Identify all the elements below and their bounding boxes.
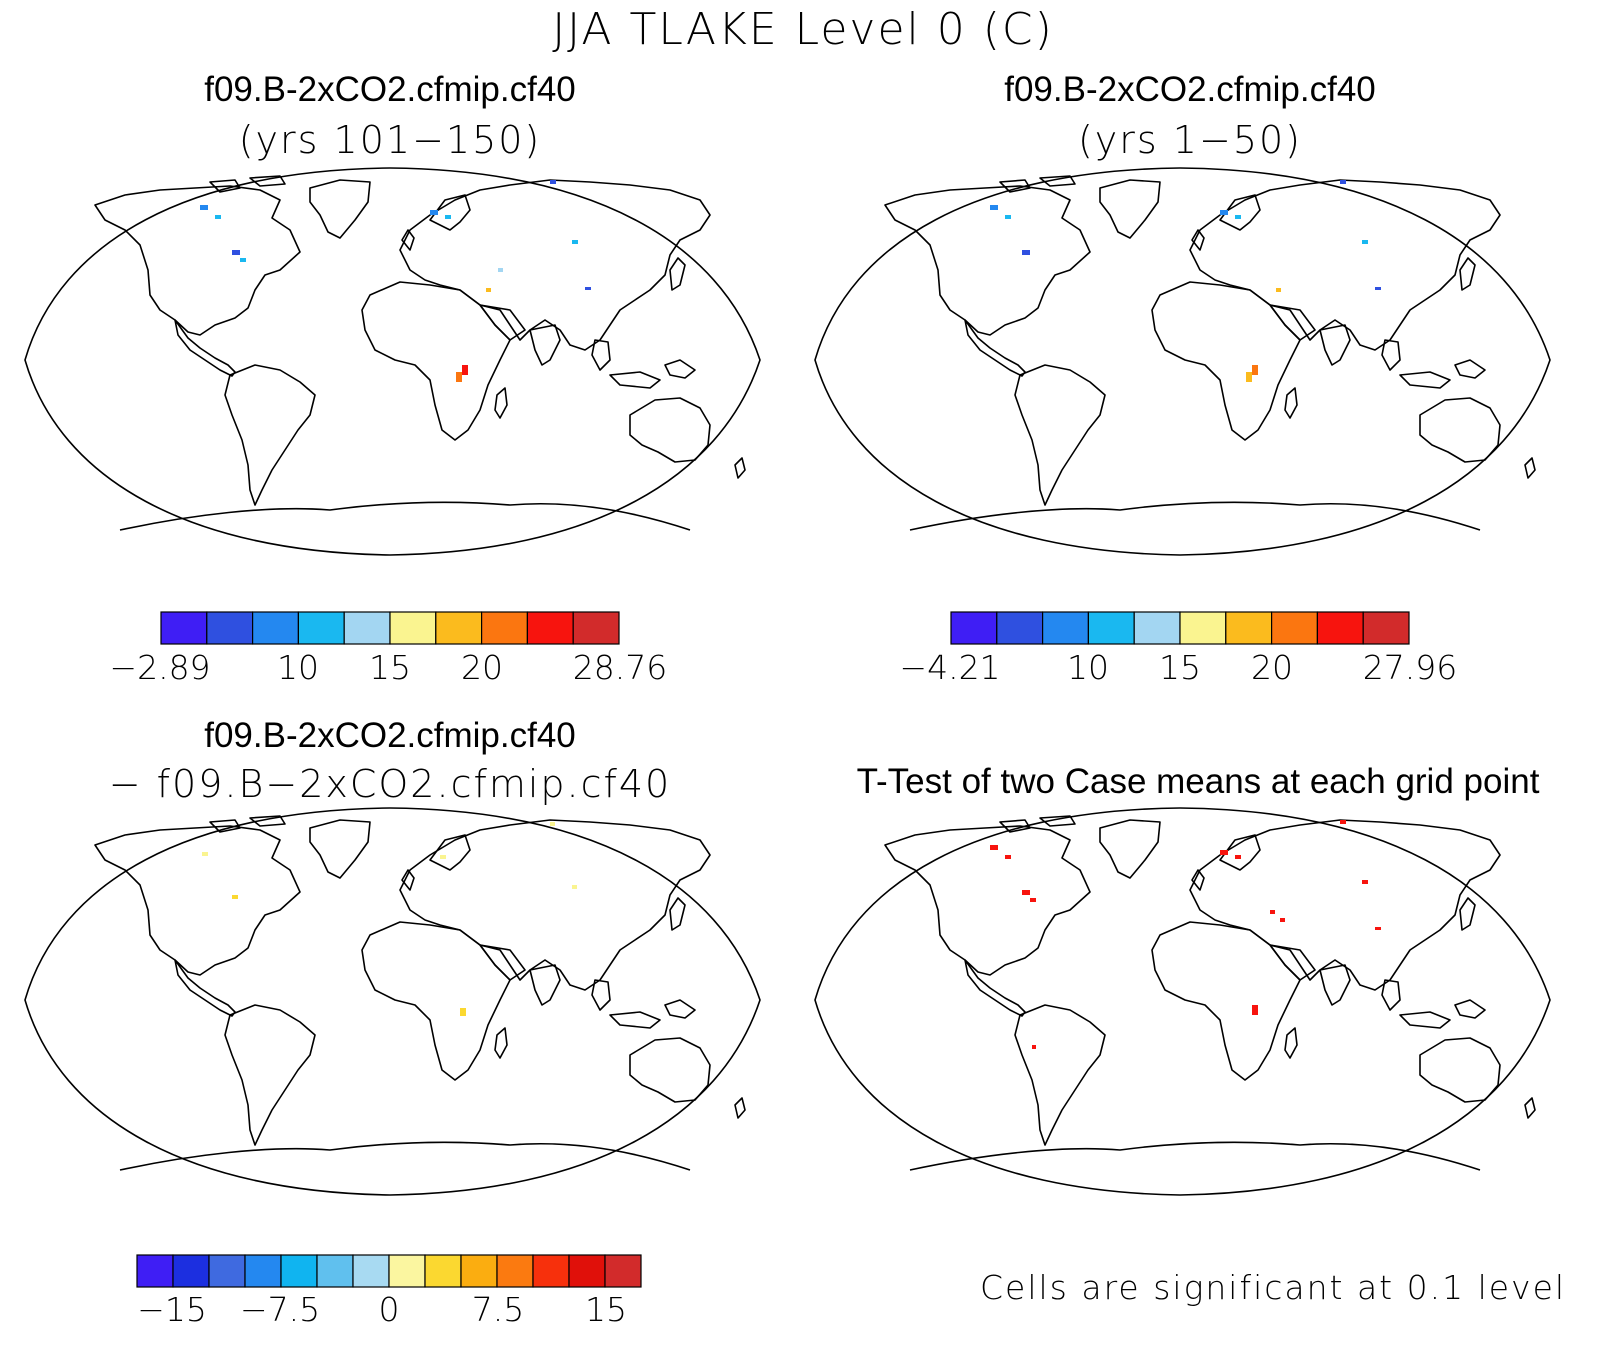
- panel1-colorbar-labels: −2.89 10 15 20 28.76: [109, 648, 667, 688]
- colorbar-swatch: [136, 1254, 174, 1288]
- panel2-colorbar-labels: −4.21 10 15 20 27.96: [899, 648, 1457, 688]
- panel1-subtitle: (yrs 101−150): [238, 118, 542, 162]
- colorbar-swatch: [343, 611, 391, 645]
- panel1-colorbar-label: 20: [461, 648, 503, 687]
- colorbar-swatch: [526, 611, 574, 645]
- panel3-colorbar-label: 7.5: [471, 1290, 525, 1329]
- colorbar-swatch: [1133, 611, 1181, 645]
- colorbar-swatch: [481, 611, 529, 645]
- panel1-colorbar-label: −2.89: [109, 648, 211, 687]
- colorbar-swatch: [1316, 611, 1364, 645]
- panel1-lake-cells: [200, 180, 591, 382]
- colorbar-swatch: [280, 1254, 318, 1288]
- panel2-colorbar: [950, 611, 1410, 645]
- colorbar-swatch: [316, 1254, 354, 1288]
- colorbar-swatch: [352, 1254, 390, 1288]
- colorbar-swatch: [389, 611, 437, 645]
- panel2-colorbar-label: 15: [1159, 648, 1201, 687]
- colorbar-swatch: [1225, 611, 1273, 645]
- panel1-colorbar-label: 10: [277, 648, 319, 687]
- colorbar-swatch: [1087, 611, 1135, 645]
- panel3-colorbar-label: −7.5: [239, 1290, 321, 1329]
- panel3-map: [24, 807, 761, 1196]
- panel2-case-name: f09.B-2xCO2.cfmip.cf40: [1004, 70, 1376, 109]
- colorbar-swatch: [1179, 611, 1227, 645]
- colorbar-swatch: [251, 611, 299, 645]
- colorbar-swatch: [388, 1254, 426, 1288]
- panel2-subtitle: (yrs 1−50): [1077, 118, 1302, 162]
- colorbar-swatch: [1362, 611, 1410, 645]
- panel1-colorbar-label: 28.76: [572, 648, 668, 687]
- colorbar-swatch: [206, 611, 254, 645]
- significance-note: Cells are significant at 0.1 level: [980, 1268, 1567, 1307]
- panel2-map: [814, 167, 1551, 556]
- panel1-map: [24, 167, 761, 556]
- colorbar-swatch: [244, 1254, 282, 1288]
- panel1-colorbar-label: 15: [369, 648, 411, 687]
- colorbar-swatch: [160, 611, 208, 645]
- colorbar-swatch: [496, 1254, 534, 1288]
- panel3-colorbar-labels: −15 −7.5 0 7.5 15: [136, 1290, 642, 1330]
- panel4-map: [814, 807, 1551, 1196]
- colorbar-swatch: [460, 1254, 498, 1288]
- colorbar-swatch: [532, 1254, 570, 1288]
- panel4-title: T-Test of two Case means at each grid po…: [856, 762, 1540, 801]
- panel1-case-name: f09.B-2xCO2.cfmip.cf40: [204, 70, 576, 109]
- panel1-colorbar: [160, 611, 620, 645]
- colorbar-swatch: [996, 611, 1044, 645]
- panel3-colorbar-label: 0: [378, 1290, 400, 1329]
- colorbar-swatch: [1271, 611, 1319, 645]
- panel2-lake-cells: [990, 180, 1381, 382]
- panel2-colorbar-label: −4.21: [899, 648, 1001, 687]
- colorbar-swatch: [297, 611, 345, 645]
- panel3-colorbar-label: 15: [585, 1290, 627, 1329]
- colorbar-swatch: [572, 611, 620, 645]
- panel3-colorbar: [136, 1254, 642, 1288]
- colorbar-swatch: [568, 1254, 606, 1288]
- colorbar-swatch: [604, 1254, 642, 1288]
- figure-title: JJA TLAKE Level 0 (C): [552, 4, 1054, 55]
- panel3-lake-cells: [202, 822, 577, 1016]
- colorbar-swatch: [950, 611, 998, 645]
- panel4-significant-cells: [990, 820, 1381, 1049]
- panel3-subtitle: − f09.B−2xCO2.cfmip.cf40: [108, 762, 672, 806]
- colorbar-swatch: [208, 1254, 246, 1288]
- colorbar-swatch: [424, 1254, 462, 1288]
- colorbar-swatch: [1041, 611, 1089, 645]
- colorbar-swatch: [172, 1254, 210, 1288]
- colorbar-swatch: [435, 611, 483, 645]
- panel3-colorbar-label: −15: [137, 1290, 207, 1329]
- panel2-colorbar-label: 10: [1067, 648, 1109, 687]
- panel3-case-name: f09.B-2xCO2.cfmip.cf40: [204, 716, 576, 755]
- panel2-colorbar-label: 27.96: [1362, 648, 1458, 687]
- panel2-colorbar-label: 20: [1251, 648, 1293, 687]
